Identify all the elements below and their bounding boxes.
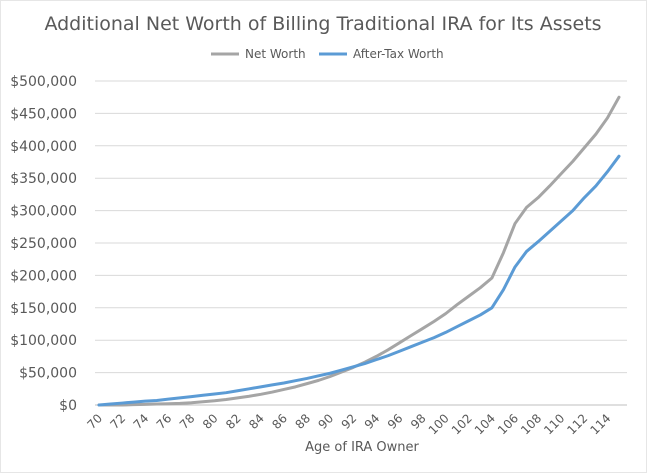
x-tick-label: 110 (541, 411, 567, 437)
x-tick-label: 112 (564, 411, 590, 437)
x-tick-label: 84 (246, 411, 267, 432)
y-axis: $0 $50,000 $100,000 $150,000 $200,000 $250,00… (10, 74, 77, 414)
y-tick-label: $300,000 (10, 204, 77, 220)
y-tick-label: $400,000 (10, 139, 77, 155)
x-tick-label: 114 (587, 411, 613, 437)
x-tick-label: 80 (200, 411, 221, 432)
x-tick-label: 82 (223, 411, 244, 432)
x-tick-label: 100 (426, 411, 452, 437)
x-tick-label: 88 (292, 411, 313, 432)
series-line-net-worth (97, 95, 621, 407)
series-line-after-tax-worth (97, 154, 621, 407)
x-tick-label: 94 (362, 411, 383, 432)
y-tick-label: $350,000 (10, 171, 77, 187)
x-tick-label: 74 (131, 411, 152, 432)
legend-label: Net Worth (245, 47, 306, 61)
x-tick-label: 78 (177, 411, 198, 432)
x-tick-label: 76 (154, 411, 175, 432)
gridlines (95, 80, 627, 406)
legend: Net Worth After-Tax Worth (211, 47, 444, 61)
x-tick-label: 92 (339, 411, 360, 432)
x-tick-label: 104 (472, 411, 498, 437)
y-tick-label: $150,000 (10, 301, 77, 317)
y-tick-label: $500,000 (10, 74, 77, 90)
x-tick-label: 72 (108, 411, 129, 432)
legend-label: After-Tax Worth (353, 47, 444, 61)
y-tick-label: $250,000 (10, 236, 77, 252)
x-tick-label: 96 (385, 411, 406, 432)
x-tick-label: 98 (408, 411, 429, 432)
y-tick-label: $450,000 (10, 106, 77, 122)
y-tick-label: $200,000 (10, 268, 77, 284)
x-tick-label: 108 (518, 411, 544, 437)
y-tick-label: $0 (59, 398, 77, 414)
y-tick-label: $100,000 (10, 333, 77, 349)
x-tick-label: 86 (269, 411, 290, 432)
y-tick-label: $50,000 (19, 366, 77, 382)
x-tick-label: 106 (495, 411, 521, 437)
chart-title: Additional Net Worth of Billing Traditio… (44, 13, 601, 35)
x-tick-label: 90 (316, 411, 337, 432)
x-tick-label: 70 (84, 411, 105, 432)
x-axis: 70 72 74 76 78 80 82 84 86 88 90 92 94 96 981001021041… (84, 411, 613, 437)
x-axis-title: Age of IRA Owner (305, 440, 419, 455)
series-lines (97, 95, 621, 407)
x-tick-label: 102 (449, 411, 475, 437)
